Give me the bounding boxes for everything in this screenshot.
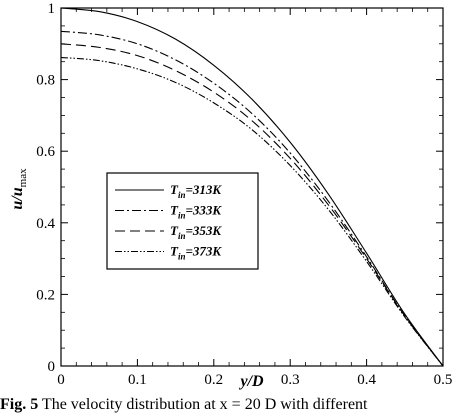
- x-tick-label: 0.4: [357, 372, 376, 388]
- legend-label-3: Tin=353K: [170, 223, 222, 241]
- legend-label-sub: in: [178, 190, 186, 200]
- legend-label-rest: =353K: [185, 223, 222, 238]
- y-tick-label: 0.6: [36, 144, 55, 160]
- series-line-2: [60, 30, 444, 367]
- y-tick-label: 1: [48, 1, 56, 17]
- x-tick-label: 0.2: [204, 372, 223, 388]
- y-axis-title-sub: max: [17, 168, 29, 187]
- series-line-4: [60, 56, 444, 367]
- velocity-profile-chart: 0 0.1 0.2 0.3 0.4 0.5 0 0.2 0.4 0.6 0.8 1 y/D u/umax T…: [9, 1, 453, 390]
- legend-label-2: Tin=333K: [170, 203, 222, 221]
- legend-label-rest: =333K: [185, 203, 222, 218]
- y-tick-label: 0.2: [36, 287, 55, 303]
- x-tick-label: 0.5: [434, 372, 453, 388]
- legend-label-base: T: [170, 182, 179, 197]
- series-line-3: [60, 43, 444, 367]
- legend-label-base: T: [170, 223, 179, 238]
- series-line-1: [60, 7, 444, 367]
- legend-label-rest: =313K: [185, 182, 222, 197]
- y-axis-title-base: u/u: [9, 187, 26, 209]
- legend-label-sub: in: [178, 211, 186, 221]
- legend-label-1: Tin=313K: [170, 182, 222, 200]
- y-tick-label: 0.4: [36, 216, 55, 232]
- x-tick-label: 0: [57, 372, 65, 388]
- legend-label-4: Tin=373K: [170, 244, 222, 262]
- figure-caption: Fig. 5 The velocity distribution at x = …: [0, 396, 474, 419]
- legend-label-sub: in: [178, 252, 186, 262]
- x-axis-title: y/D: [238, 373, 264, 390]
- legend-label-sub: in: [178, 231, 186, 241]
- caption-label: Fig. 5: [0, 396, 39, 413]
- y-tick-label: 0: [48, 359, 56, 375]
- legend-box: [106, 172, 259, 270]
- y-tick-label: 0.8: [36, 73, 55, 89]
- x-tick-label: 0.3: [281, 372, 300, 388]
- x-tick-label: 0.1: [128, 372, 147, 388]
- legend-label-base: T: [170, 244, 179, 259]
- caption-text: The velocity distribution at x = 20 D wi…: [38, 396, 368, 413]
- legend-label-rest: =373K: [185, 244, 222, 259]
- legend-label-base: T: [170, 203, 179, 218]
- y-axis-title: u/umax: [9, 168, 29, 210]
